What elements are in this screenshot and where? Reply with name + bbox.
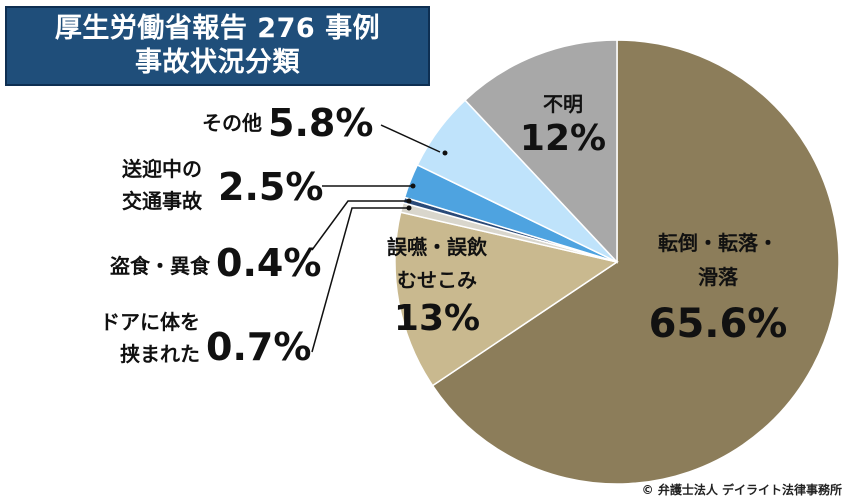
chart-title-line1: 厚生労働省報告 276 事例	[54, 13, 381, 44]
slice-value-other: 5.8%	[268, 101, 373, 145]
leader-line-theft_eating	[311, 200, 409, 251]
slice-value-unknown: 12%	[520, 118, 606, 159]
slice-value-traffic: 2.5%	[218, 165, 323, 209]
slice-value-falls: 65.6%	[649, 301, 788, 347]
pie-slice-falls	[431, 39, 840, 485]
slice-value-door: 0.7%	[206, 325, 311, 369]
chart-title-line2: 事故状況分類	[135, 47, 300, 78]
slice-label-theft_eating: 盗食・異食	[110, 254, 211, 278]
slice-label-other: その他	[202, 111, 262, 135]
slice-value-choking: 13%	[394, 298, 480, 339]
slice-label-unknown: 不明	[543, 92, 583, 116]
slice-label-door: ドアに体を挟まれた	[100, 310, 200, 366]
slice-value-theft_eating: 0.4%	[216, 241, 321, 285]
leader-dot-door	[406, 205, 412, 211]
pie-slice-choking	[394, 211, 619, 387]
leader-line-other	[380, 124, 441, 153]
leader-dot-traffic	[410, 183, 416, 189]
leader-dot-theft_eating	[406, 198, 412, 204]
copyright-credit: © 弁護士法人 デイライト法律事務所	[641, 483, 842, 497]
leader-line-door	[311, 207, 409, 353]
pie-slice-unknown	[463, 39, 618, 264]
slice-label-traffic: 送迎中の交通事故	[122, 157, 203, 213]
title-box: 厚生労働省報告 276 事例 事故状況分類	[5, 6, 430, 86]
slice-label-falls: 転倒・転落・滑落	[658, 231, 778, 289]
leader-dot-other	[442, 150, 448, 156]
slice-label-choking: 誤嚥・誤飲むせこみ	[387, 235, 488, 292]
